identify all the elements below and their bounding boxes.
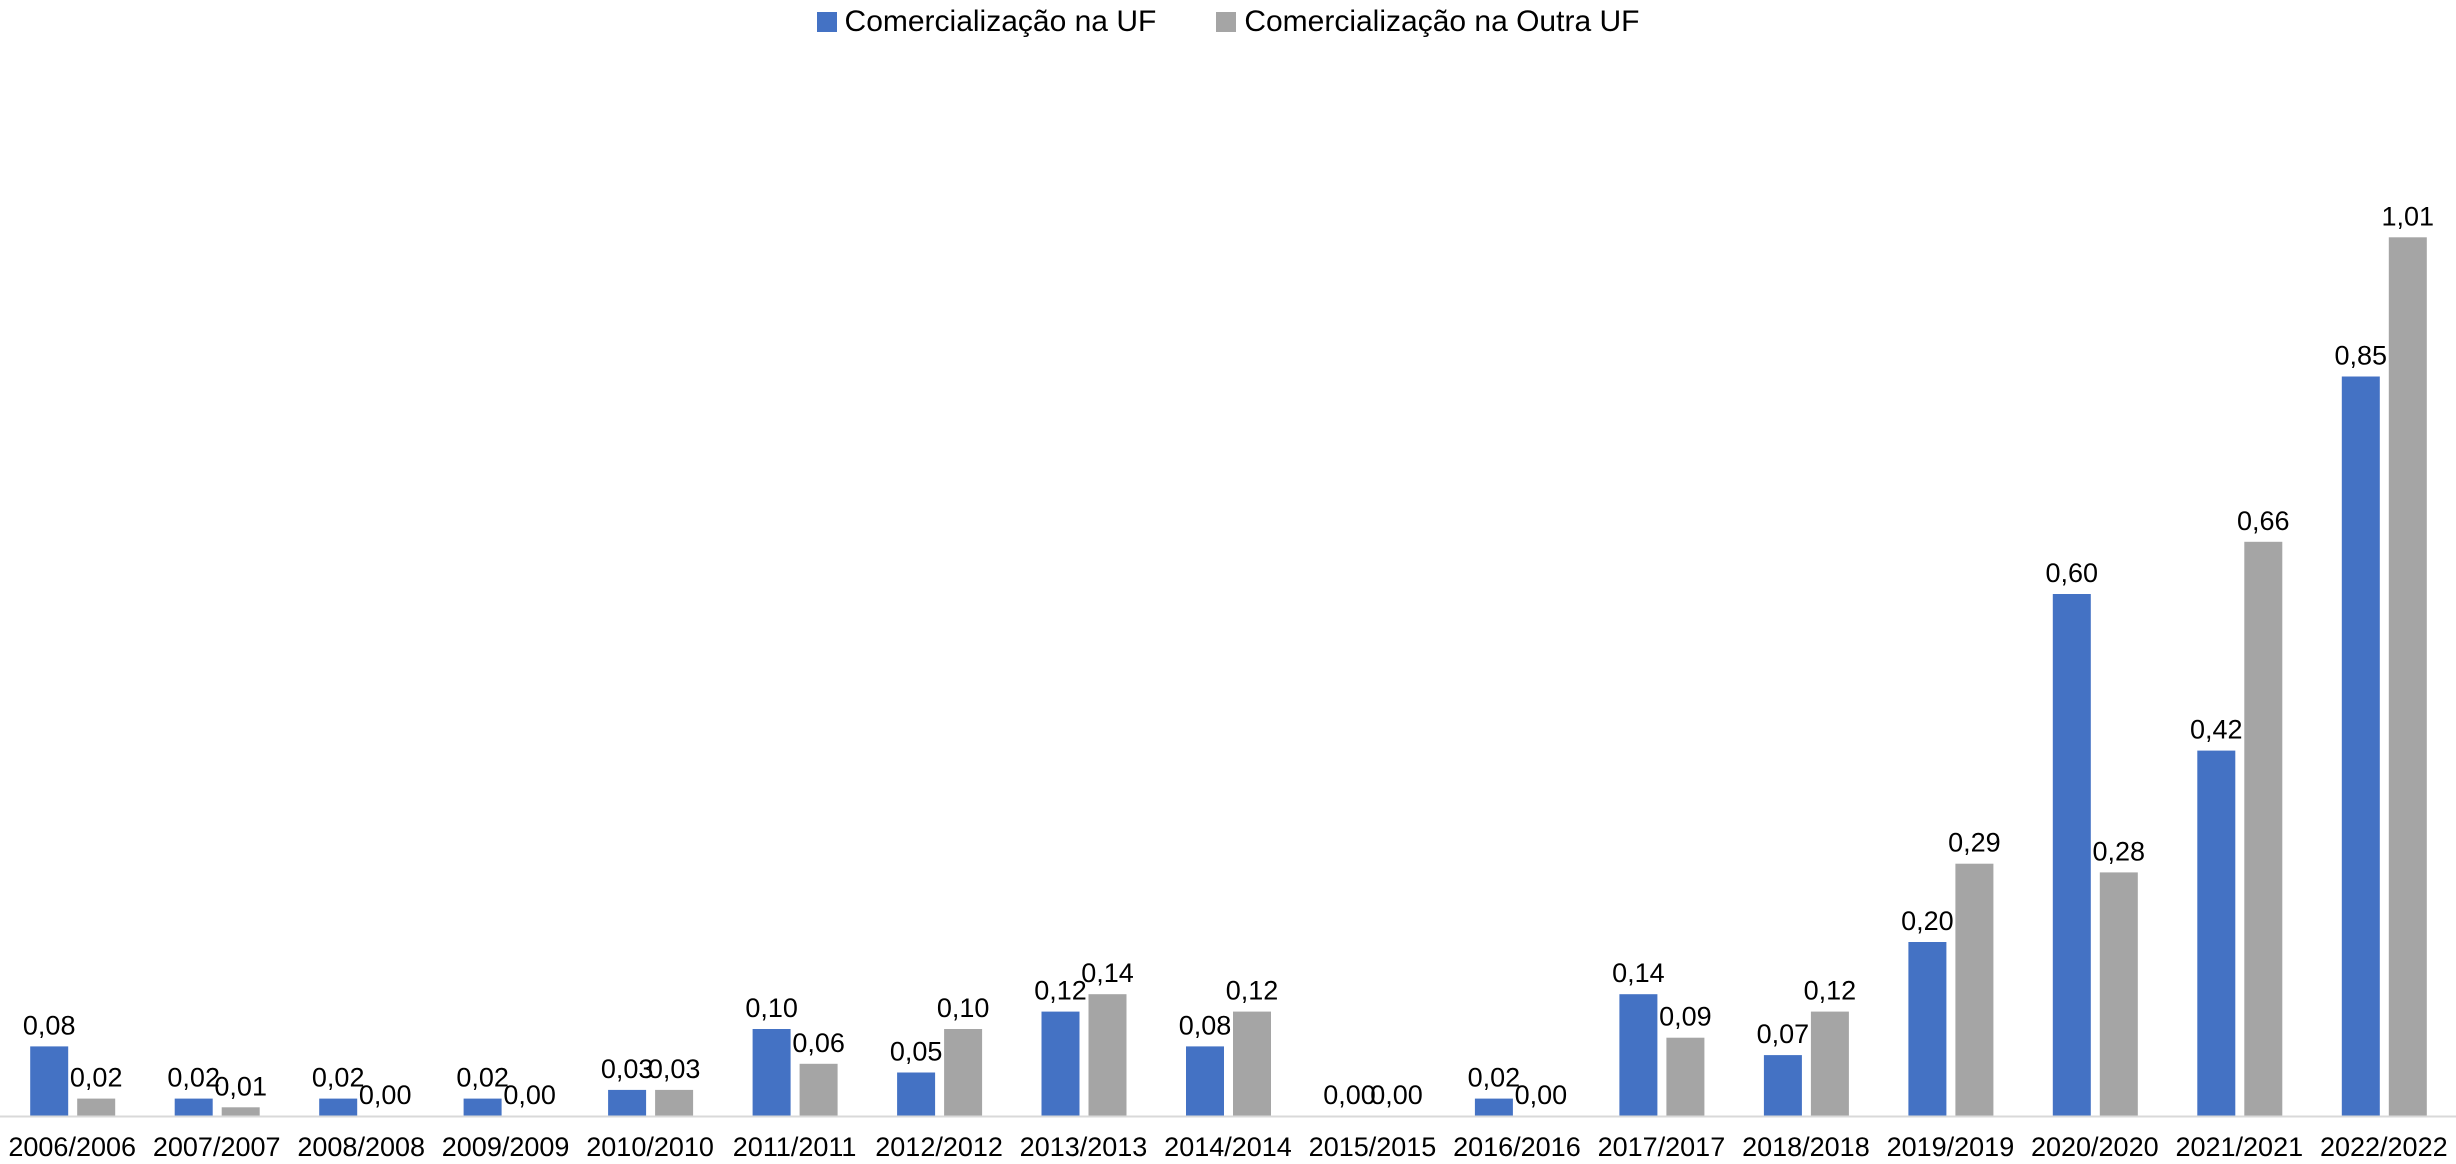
data-label-series-2-2016/2016: 0,00 [1515,1080,1568,1110]
data-label-series-1-2017/2017: 0,14 [1612,958,1665,988]
data-label-series-2-2006/2006: 0,02 [70,1063,123,1093]
x-tick-label-2021/2021: 2021/2021 [2175,1132,2303,1162]
bar-series-1-2007/2007 [174,1098,213,1116]
bar-series-2-2017/2017 [1666,1037,1705,1116]
legend-swatch-series-1 [816,12,837,32]
data-label-series-2-2020/2020: 0,28 [2093,836,2146,866]
data-label-series-2-2022/2022: 1,01 [2382,201,2435,231]
data-label-series-1-2013/2013: 0,12 [1034,976,1087,1006]
bar-series-2-2012/2012 [944,1029,983,1116]
x-tick-label-2013/2013: 2013/2013 [1020,1132,1148,1162]
bar-series-1-2021/2021 [2197,750,2236,1116]
legend: Comercialização na UF Comercialização na… [0,4,2456,40]
data-label-series-1-2019/2019: 0,20 [1901,906,1954,936]
legend-swatch-series-2 [1216,12,1237,32]
x-tick-label-2010/2010: 2010/2010 [586,1132,714,1162]
bar-series-1-2011/2011 [752,1029,791,1116]
bar-series-2-2014/2014 [1233,1011,1271,1116]
data-label-series-1-2009/2009: 0,02 [456,1063,509,1093]
bar-series-1-2017/2017 [1619,994,1658,1116]
bar-series-1-2016/2016 [1474,1098,1513,1116]
data-label-series-1-2006/2006: 0,08 [23,1010,76,1040]
legend-label-series-1: Comercialização na UF [844,5,1157,38]
bar-series-2-2006/2006 [77,1098,116,1116]
bar-series-2-2010/2010 [655,1089,694,1116]
data-label-series-2-2018/2018: 0,12 [1804,976,1857,1006]
data-label-series-1-2016/2016: 0,02 [1468,1063,1521,1093]
bar-series-2-2013/2013 [1088,994,1127,1116]
data-label-series-2-2015/2015: 0,00 [1370,1080,1423,1110]
x-tick-label-2022/2022: 2022/2022 [2320,1132,2448,1162]
bar-series-2-2022/2022 [2388,237,2427,1117]
data-label-series-2-2012/2012: 0,10 [937,993,990,1023]
bar-series-1-2013/2013 [1041,1011,1080,1116]
data-label-series-2-2010/2010: 0,03 [648,1054,701,1084]
data-label-series-1-2007/2007: 0,02 [167,1063,220,1093]
data-label-series-2-2013/2013: 0,14 [1081,958,1134,988]
bar-series-1-2022/2022 [2341,376,2380,1116]
x-tick-label-2009/2009: 2009/2009 [442,1132,570,1162]
data-label-series-2-2021/2021: 0,66 [2237,506,2290,536]
bar-series-1-2010/2010 [608,1089,647,1116]
bar-series-1-2012/2012 [897,1072,936,1116]
data-label-series-1-2021/2021: 0,42 [2190,715,2243,745]
bar-series-1-2014/2014 [1186,1046,1224,1116]
data-label-series-1-2011/2011: 0,10 [745,993,798,1023]
data-label-series-2-2011/2011: 0,06 [792,1028,845,1058]
bar-series-2-2019/2019 [1955,863,1994,1116]
x-tick-label-2011/2011: 2011/2011 [733,1132,857,1162]
x-tick-label-2007/2007: 2007/2007 [153,1132,281,1162]
data-label-series-1-2020/2020: 0,60 [2046,558,2099,588]
x-tick-label-2018/2018: 2018/2018 [1742,1132,1870,1162]
data-label-series-1-2022/2022: 0,85 [2335,341,2388,371]
x-tick-label-2020/2020: 2020/2020 [2031,1132,2159,1162]
data-label-series-1-2015/2015: 0,00 [1323,1080,1376,1110]
data-label-series-2-2017/2017: 0,09 [1659,1002,1712,1032]
bar-series-2-2007/2007 [221,1107,260,1116]
data-label-series-2-2019/2019: 0,29 [1948,828,2001,858]
bar-series-1-2006/2006 [30,1046,69,1116]
x-tick-label-2012/2012: 2012/2012 [875,1132,1003,1162]
data-label-series-1-2010/2010: 0,03 [601,1054,654,1084]
data-label-series-2-2014/2014: 0,12 [1226,976,1279,1006]
x-tick-label-2006/2006: 2006/2006 [8,1132,136,1162]
bar-series-1-2009/2009 [463,1098,502,1116]
bar-series-2-2020/2020 [2099,872,2138,1116]
data-label-series-1-2014/2014: 0,08 [1179,1010,1232,1040]
x-tick-label-2019/2019: 2019/2019 [1887,1132,2015,1162]
bar-series-1-2020/2020 [2052,594,2091,1116]
data-label-series-2-2008/2008: 0,00 [359,1080,412,1110]
bar-series-2-2021/2021 [2244,541,2283,1116]
data-label-series-2-2009/2009: 0,00 [503,1080,556,1110]
data-label-series-1-2012/2012: 0,05 [890,1037,943,1067]
x-tick-label-2008/2008: 2008/2008 [297,1132,425,1162]
x-tick-label-2016/2016: 2016/2016 [1453,1132,1581,1162]
bar-series-1-2018/2018 [1763,1055,1802,1116]
bar-series-2-2018/2018 [1810,1011,1849,1116]
data-label-series-1-2018/2018: 0,07 [1757,1019,1810,1049]
x-tick-label-2014/2014: 2014/2014 [1164,1132,1292,1162]
legend-item-series-1: Comercialização na UF [816,4,1157,40]
legend-item-series-2: Comercialização na Outra UF [1216,4,1639,40]
legend-label-series-2: Comercialização na Outra UF [1244,5,1640,38]
data-label-series-2-2007/2007: 0,01 [214,1071,267,1101]
data-label-series-1-2008/2008: 0,02 [312,1063,365,1093]
x-tick-label-2015/2015: 2015/2015 [1309,1132,1437,1162]
bar-series-1-2008/2008 [319,1098,358,1116]
bar-series-1-2019/2019 [1908,942,1947,1116]
bar-series-2-2011/2011 [799,1063,838,1116]
x-tick-label-2017/2017: 2017/2017 [1598,1132,1726,1162]
